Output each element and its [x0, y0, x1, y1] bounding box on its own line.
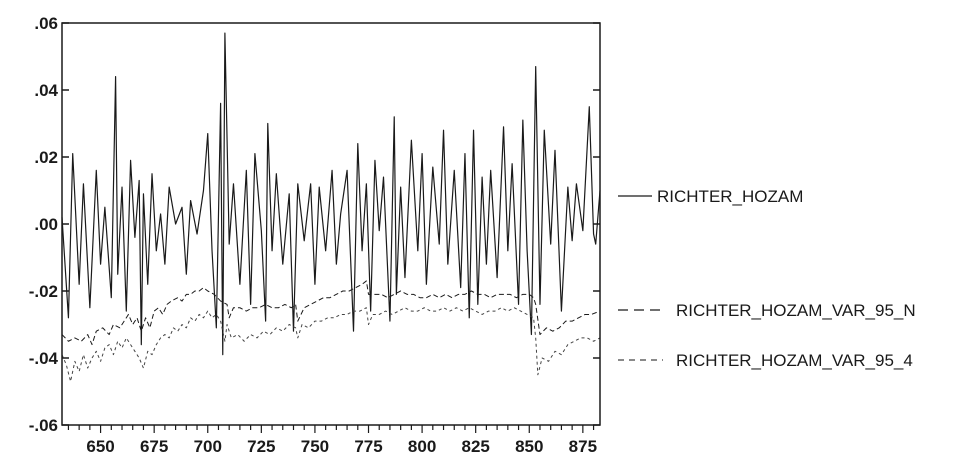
x-tick-label: 725: [247, 437, 275, 456]
x-tick-label: 775: [354, 437, 382, 456]
series-line-richter-hozam: [61, 32, 601, 356]
x-tick-label: 800: [408, 437, 436, 456]
x-tick-label: 750: [301, 437, 329, 456]
legend-label-richter-hozam-var-95-n: RICHTER_HOZAM_VAR_95_N: [676, 301, 916, 320]
y-tick-label: .00: [34, 215, 58, 234]
x-tick-label: 650: [86, 437, 114, 456]
y-tick-label: .04: [34, 81, 58, 100]
y-tick-label: -.02: [29, 282, 58, 301]
legend-label-richter-hozam: RICHTER_HOZAM: [657, 187, 803, 206]
x-tick-label: 825: [461, 437, 489, 456]
legend: RICHTER_HOZAM RICHTER_HOZAM_VAR_95_N RICHT…: [618, 187, 916, 370]
y-tick-label: -.06: [29, 416, 58, 435]
series-layer: [61, 32, 601, 382]
series-line-richter-hozam-var-95-4: [61, 307, 601, 382]
series-line-richter-hozam-var-95-n: [61, 280, 601, 346]
y-tick-label: -.04: [29, 349, 59, 368]
y-tick-label: .02: [34, 148, 58, 167]
legend-label-richter-hozam-var-95-4: RICHTER_HOZAM_VAR_95_4: [676, 351, 913, 370]
x-tick-label: 700: [194, 437, 222, 456]
x-tick-label: 675: [140, 437, 168, 456]
axes-layer: .06 .04 .02 .00 -.02 -.04 -.06 650 675 700 725 750 7…: [29, 14, 601, 456]
x-tick-label: 875: [569, 437, 597, 456]
y-tick-label: .06: [34, 14, 58, 33]
x-tick-label: 850: [515, 437, 543, 456]
